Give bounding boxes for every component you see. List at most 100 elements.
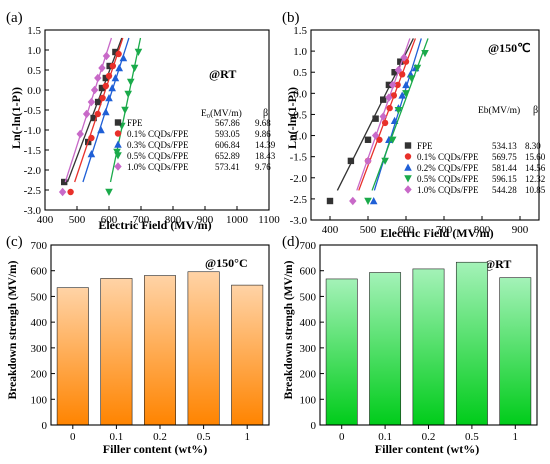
legend-beta-a-0: 9.68 [255,118,271,128]
fit-line-b-3 [371,38,429,191]
x-tick-label-b: 600 [398,224,415,236]
bar-d [369,272,402,426]
data-point-b-3 [413,64,422,72]
data-point-a-3 [126,78,135,86]
data-point-b-3 [421,50,429,58]
xlabel-d: Filler content (wt%) [375,442,479,456]
data-point-a-0 [94,98,102,106]
data-point-b-2 [402,80,410,89]
y-tick-label-b: 1.0 [293,46,307,58]
data-point-a-3 [134,48,143,56]
y-tick-label-d: 300 [300,343,317,355]
legend-label-b-0: FPE [417,141,433,151]
data-point-a-0 [98,84,106,92]
plot-frame-a [44,29,270,211]
legend-marker-b-2 [404,163,412,171]
legend-beta-a-1: 9.86 [255,129,271,139]
data-point-a-4 [94,73,102,83]
legend-eb-b-1: 569.75 [492,152,517,162]
legend-marker-b-0 [404,142,412,149]
data-point-a-3 [121,106,129,114]
x-tick-label-a: 600 [101,214,118,226]
data-point-a-1 [115,50,122,58]
y-tick-label-b: -1.5 [290,152,308,164]
panel-label-c: (c) [6,234,23,250]
bar-c [144,275,176,426]
legend-eb-a-4: 573.41 [215,162,240,172]
x-tick-label-b: 400 [322,224,339,236]
panel-label-b: (b) [282,10,300,26]
y-tick-label-d: 600 [300,266,317,278]
data-point-a-0 [90,114,97,122]
legend-label-b-2: 0.2% CQDs/FPE [417,163,479,173]
y-tick-label-c: 0 [42,420,48,432]
x-tick-label-b: 800 [474,224,491,236]
legend-label-a-2: 0.3% CQDs/FPE [127,140,189,150]
data-point-a-1 [102,82,110,90]
bar-d [499,277,532,426]
y-tick-label-a: -1.0 [24,125,42,137]
data-point-b-2 [369,197,378,205]
data-point-a-2 [105,94,113,102]
data-point-a-4 [90,85,99,95]
legend-beta-a-3: 18.43 [255,151,276,161]
data-point-b-3 [407,75,416,83]
data-point-b-2 [390,116,399,124]
legend-beta-b-3: 12.32 [525,174,545,184]
data-point-b-1 [376,136,383,143]
x-tick-label-c: 0.2 [153,431,167,443]
y-tick-label-c: 200 [31,369,48,381]
data-point-a-2 [115,64,124,72]
fit-line-b-2 [373,38,422,191]
y-tick-label-b: 0.5 [293,67,307,79]
y-tick-label-b: 0.0 [293,88,307,100]
data-point-a-3 [130,64,139,72]
data-point-b-0 [380,96,387,103]
bar-d [325,278,358,426]
legend-marker-b-3 [404,175,412,183]
y-tick-label-c: 400 [31,317,48,329]
fit-line-a-4 [64,37,113,183]
x-tick-label-a: 500 [69,214,86,226]
x-tick-label-a: 1100 [258,214,280,226]
y-tick-label-c: 500 [31,291,48,303]
legend-marker-b-4 [404,185,412,194]
x-tick-label-b: 900 [512,224,529,236]
data-point-a-2 [97,126,105,134]
legend-beta-b-2: 14.56 [525,163,546,173]
bar-c [56,287,89,426]
data-point-b-3 [388,136,397,144]
bar-c [187,271,220,426]
y-tick-label-d: 400 [300,317,317,329]
x-tick-label-c: 1 [244,431,250,443]
legend-header-beta-a: β [263,108,268,119]
y-tick-label-a: 0.5 [27,65,41,77]
data-point-a-2 [102,108,110,116]
data-point-a-3 [105,188,113,196]
x-tick-label-d: 0.5 [465,431,479,443]
x-tick-label-d: 0.1 [378,431,392,443]
legend-label-a-3: 0.5% CQDs/FPE [127,151,189,161]
data-point-a-2 [111,74,120,82]
legend-marker-a-3 [114,152,122,160]
y-tick-label-d: 0 [311,420,317,432]
data-point-b-0 [397,58,404,65]
legend-label-b-4: 1.0% CQDs/FPE [417,185,479,195]
data-point-a-4 [76,129,84,139]
legend-beta-a-4: 9.76 [255,162,271,172]
data-point-b-4 [385,93,393,102]
y-tick-label-a: 1.0 [27,45,41,57]
legend-label-b-1: 0.1% CQDs/FPE [417,152,479,162]
bar-c [100,278,133,426]
x-tick-label-c: 0.1 [110,431,124,443]
data-point-a-3 [124,90,132,98]
legend-eb-a-1: 593.05 [215,129,240,139]
data-point-b-0 [391,69,398,76]
legend-eb-b-2: 581.44 [492,163,517,173]
xlabel-b: Electric Field (MV/m) [380,226,493,240]
data-point-b-1 [399,71,406,78]
ylabel-a: Ln(-ln(1-P)) [9,87,23,149]
xlabel-c: Filler content (wt%) [103,442,207,456]
x-tick-label-a: 1000 [226,214,249,226]
annotation-a: @RT [209,67,236,81]
